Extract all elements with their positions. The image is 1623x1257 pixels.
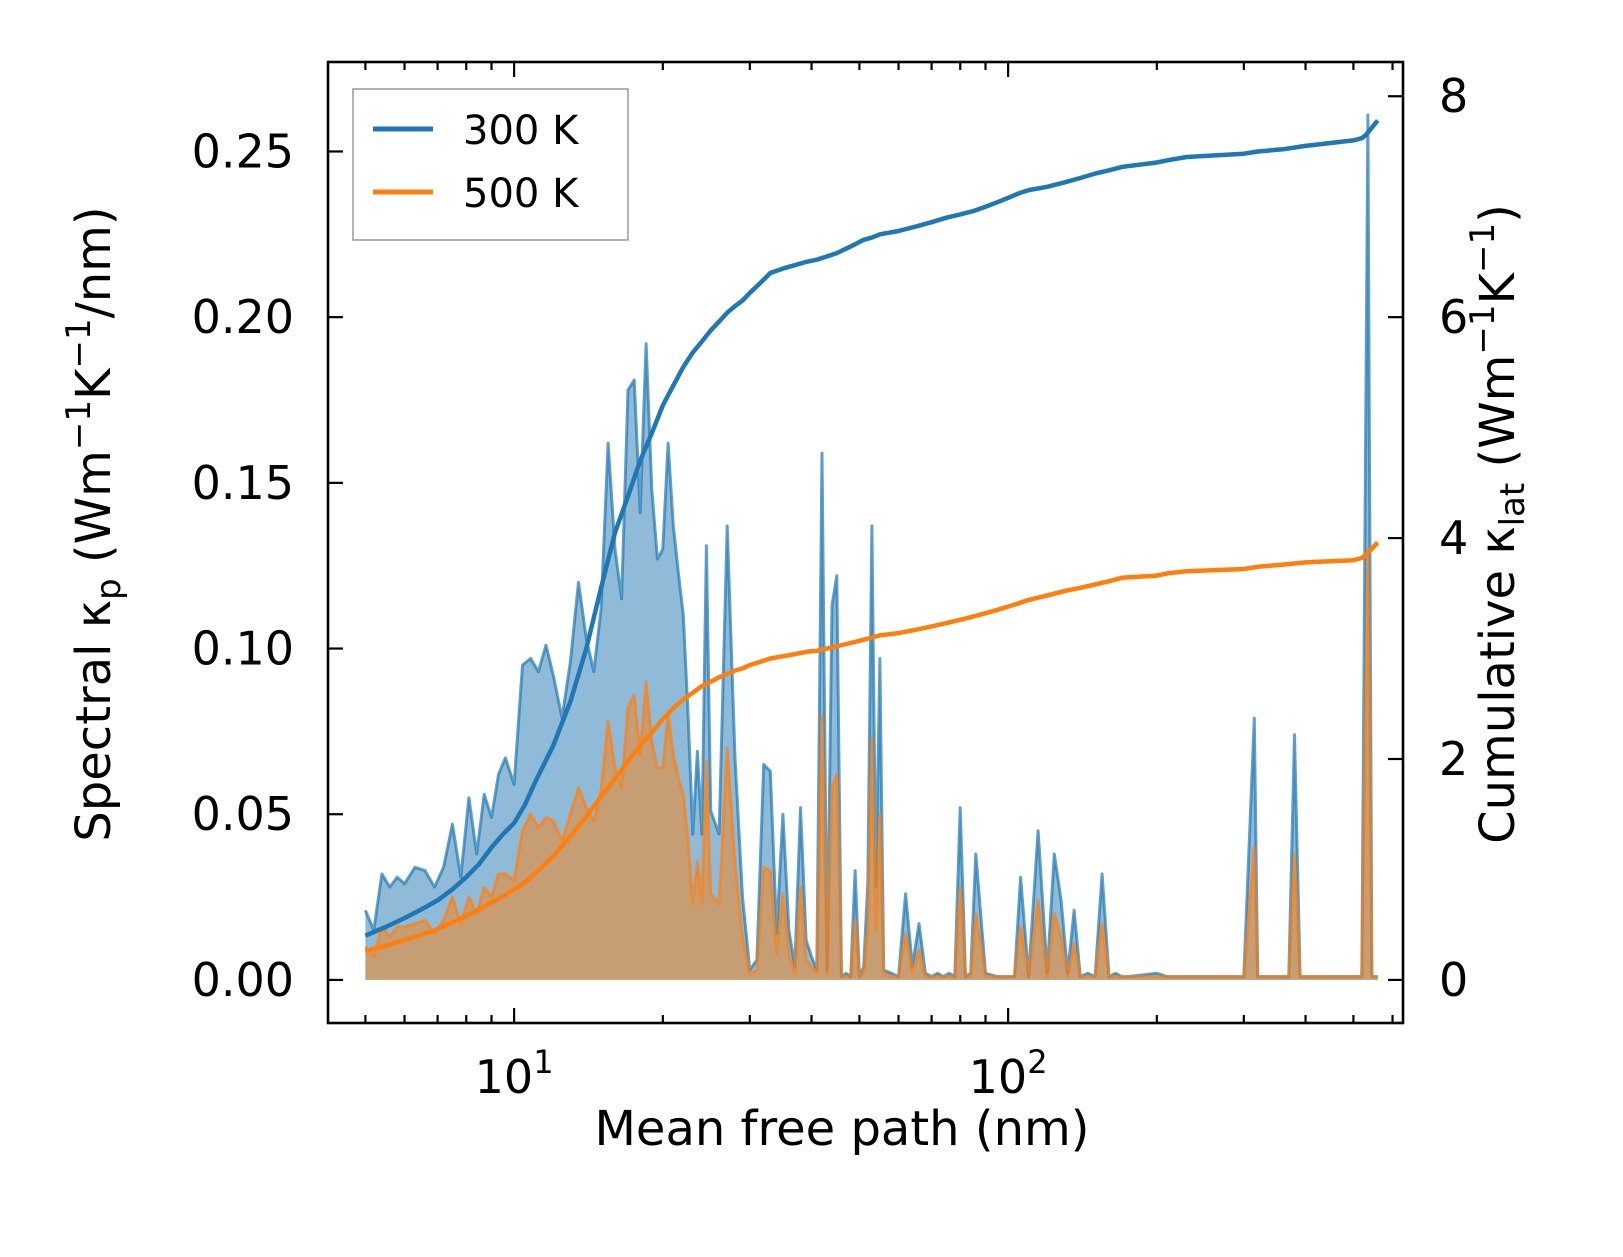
x-axis-title: Mean free path (nm) [595,1101,1090,1157]
y-right-tick-label: 4 [1439,511,1468,565]
legend-label-300k: 300 K [463,108,580,154]
spectral-line-layer [364,113,1378,979]
legend-box [352,88,629,241]
y-right-tick-label: 8 [1439,69,1468,123]
y-right-tick-label: 0 [1439,953,1468,1007]
legend-label-500k: 500 K [463,171,580,217]
y-left-tick-label: 0.15 [192,456,294,510]
x-tick-label: 102 [969,1043,1048,1104]
y-left-tick-label: 0.05 [192,787,294,841]
cumulative-line-500k [364,540,1380,954]
tick-layer [328,62,1403,1023]
y-left-tick-label: 0.25 [192,124,294,178]
y-left-tick-label: 0.20 [192,290,294,344]
cumulative-line-layer [364,119,1380,954]
y-axis-title-left: Spectral κp (Wm−1K−1/nm) [59,206,129,841]
tick-label-layer: 101 102 0.00 0.05 0.10 0.15 0.20 0.25 0 2 4 6 8 [192,69,1469,1104]
x-tick-label: 101 [475,1043,554,1104]
y-left-tick-label: 0.10 [192,622,294,676]
y-axis-title-right: Cumulative κlat (Wm−1K−1) [1463,204,1533,844]
cumulative-line-300k [364,119,1380,938]
plot-frame [326,60,1405,1025]
legend: 300 K 500 K [352,88,629,241]
spectral-line-500k [364,547,1378,979]
y-right-tick-label: 6 [1439,290,1468,344]
spectral-area-300k [365,115,1378,980]
y-left-tick-label: 0.00 [192,953,294,1007]
y-right-tick-label: 2 [1439,732,1468,786]
